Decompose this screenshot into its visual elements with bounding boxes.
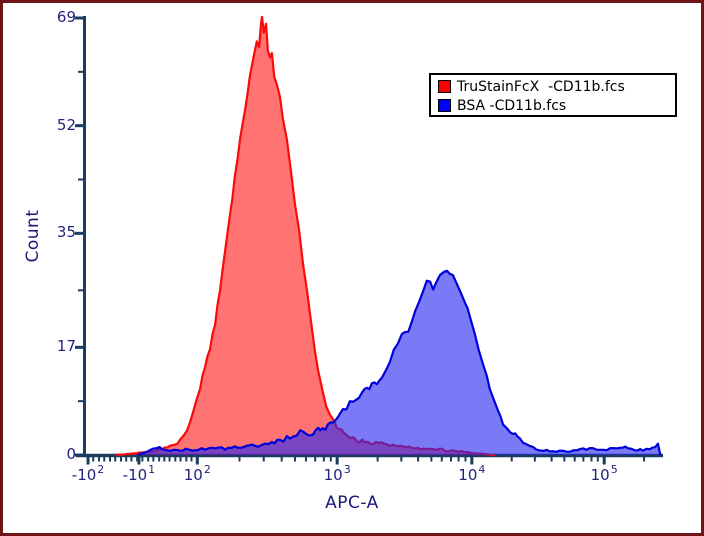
series-curve-blue	[137, 269, 662, 456]
x-tick-label: 105	[590, 463, 618, 484]
series-fill-blue	[137, 270, 661, 455]
legend-swatch-blue	[438, 99, 451, 112]
legend-entry-bsa[interactable]: BSA -CD11b.fcs	[431, 96, 675, 115]
x-tick-label: 103	[323, 463, 351, 484]
legend-label: TruStainFcX -CD11b.fcs	[457, 78, 625, 95]
legend[interactable]: TruStainFcX -CD11b.fcs BSA -CD11b.fcs	[429, 73, 677, 117]
legend-entry-trustainfcx[interactable]: TruStainFcX -CD11b.fcs	[431, 77, 675, 96]
legend-label: BSA -CD11b.fcs	[457, 97, 567, 114]
y-tick-label: 17	[56, 337, 76, 356]
x-tick-label: -101	[122, 463, 156, 484]
y-tick-label: 0	[66, 445, 76, 463]
x-tick-label: 102	[183, 463, 211, 484]
x-tick-label: -102	[71, 463, 105, 484]
legend-swatch-red	[438, 80, 451, 93]
y-tick-label: 35	[56, 223, 76, 242]
y-tick-label: 69	[56, 8, 76, 26]
x-axis-title: APC-A	[325, 493, 379, 513]
y-tick-label: 52	[56, 115, 76, 134]
x-tick-label: 104	[458, 463, 486, 484]
series-fill-red	[115, 16, 495, 456]
